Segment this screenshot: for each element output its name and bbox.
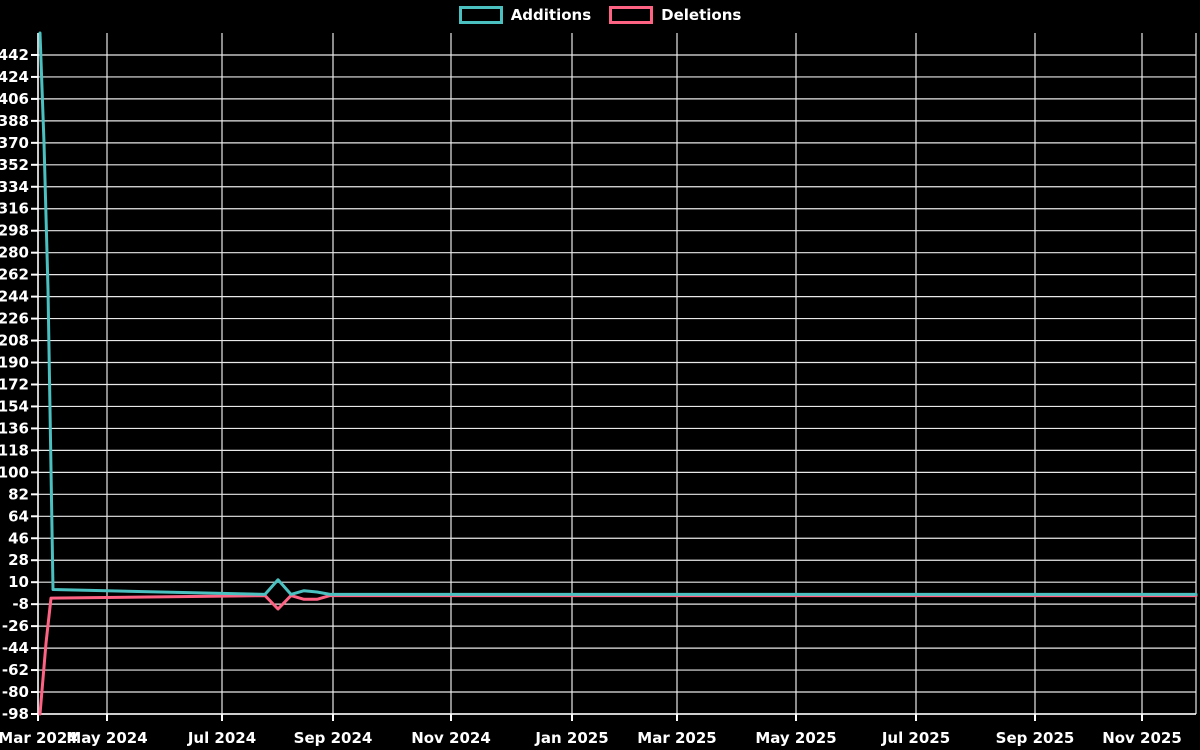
y-axis-tick-label: 262 xyxy=(0,266,29,284)
series-lines xyxy=(38,31,1198,716)
y-axis-tick-label: -8 xyxy=(12,595,29,613)
y-axis-tick-label: 136 xyxy=(0,419,29,437)
additions-swatch-icon xyxy=(458,6,503,24)
legend-item-additions[interactable]: Additions xyxy=(458,5,592,24)
y-axis-tick-label: 298 xyxy=(0,222,29,240)
y-axis-tick-label: -26 xyxy=(2,617,29,635)
y-axis-tick-label: 388 xyxy=(0,112,29,130)
x-axis-tick-label: Sep 2025 xyxy=(996,729,1075,747)
y-axis-tick-label: 100 xyxy=(0,463,29,481)
y-axis-tick-label: 172 xyxy=(0,375,29,393)
y-axis-tick-label: -62 xyxy=(2,661,29,679)
y-axis-tick-label: 46 xyxy=(8,529,29,547)
y-axis-tick-label: 244 xyxy=(0,288,29,306)
y-axis-tick-label: 190 xyxy=(0,354,29,372)
legend-label-additions: Additions xyxy=(510,5,592,24)
x-axis-tick-label: Nov 2025 xyxy=(1102,729,1182,747)
y-axis-tick-label: -98 xyxy=(2,705,29,723)
y-axis-tick-label: 352 xyxy=(0,156,29,174)
x-axis-tick-label: Jan 2025 xyxy=(534,729,608,747)
y-axis-tick-label: -80 xyxy=(2,683,29,701)
y-axis-tick-label: 64 xyxy=(8,507,29,525)
legend-label-deletions: Deletions xyxy=(661,5,742,24)
y-axis-tick-label: 226 xyxy=(0,310,29,328)
x-axis-tick-label: Mar 2024 xyxy=(0,729,78,747)
legend-item-deletions[interactable]: Deletions xyxy=(609,6,741,24)
y-axis-tick-label: 208 xyxy=(0,332,29,350)
y-axis-tick-label: 154 xyxy=(0,397,29,415)
legend: Additions Deletions xyxy=(0,4,1200,26)
series-line-deletions[interactable] xyxy=(38,594,1198,716)
y-axis-tick-label: 406 xyxy=(0,90,29,108)
axis-tick-labels: 442 424 406 388 370 352 334 316 298 280 262 244 226 2… xyxy=(0,46,1182,747)
y-axis-tick-label: 10 xyxy=(8,573,29,591)
y-axis-tick-label: 370 xyxy=(0,134,29,152)
y-axis-tick-label: -44 xyxy=(2,639,29,657)
y-axis-tick-label: 280 xyxy=(0,244,29,262)
y-axis-tick-label: 316 xyxy=(0,200,29,218)
y-axis-tick-label: 442 xyxy=(0,46,29,64)
x-axis-tick-label: May 2025 xyxy=(755,729,836,747)
y-axis-tick-label: 424 xyxy=(0,68,29,86)
axes xyxy=(31,33,1196,721)
x-axis-tick-label: Mar 2025 xyxy=(637,729,716,747)
x-axis-tick-label: May 2024 xyxy=(66,729,147,747)
x-axis-tick-label: Jul 2025 xyxy=(881,729,950,747)
deletions-swatch-icon xyxy=(609,6,654,24)
y-axis-tick-label: 118 xyxy=(0,441,29,459)
x-axis-tick-label: Nov 2024 xyxy=(411,729,491,747)
series-line-additions[interactable] xyxy=(38,31,1198,596)
x-axis-tick-label: Sep 2024 xyxy=(294,729,373,747)
gridlines xyxy=(37,33,1197,715)
y-axis-tick-label: 334 xyxy=(0,178,29,196)
y-axis-tick-label: 82 xyxy=(8,485,29,503)
x-axis-tick-label: Jul 2024 xyxy=(187,729,256,747)
y-axis-tick-label: 28 xyxy=(8,551,29,569)
